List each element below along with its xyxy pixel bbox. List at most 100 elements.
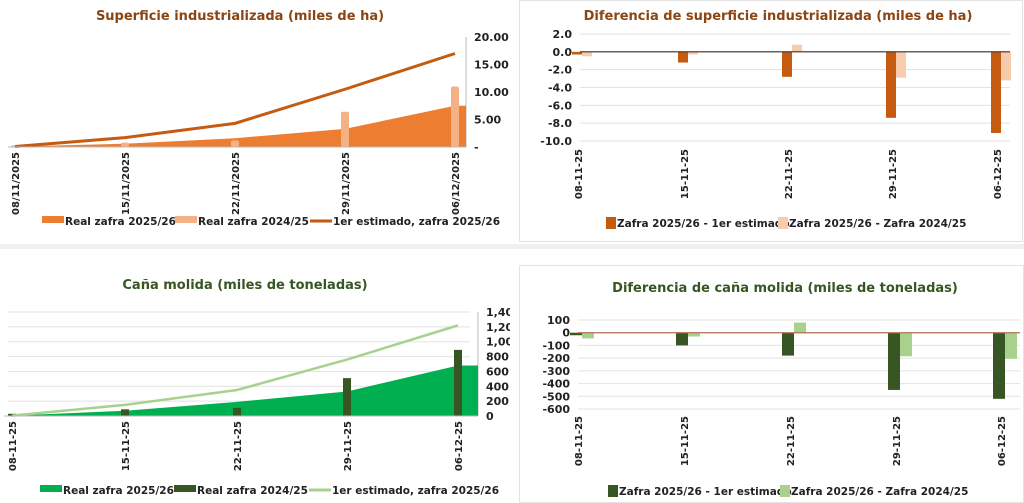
bar-vs-zafra-anterior — [1001, 51, 1011, 81]
y-tick-label: -500 — [542, 390, 570, 403]
x-tick-label: 22/11/2025 — [231, 152, 242, 215]
legend-label: Real zafra 2025/26 — [65, 216, 176, 228]
y-tick-label: 600 — [486, 365, 509, 378]
x-tick-label: 22-11-25 — [233, 421, 244, 471]
y-tick-label: 400 — [486, 380, 509, 393]
bar-vs-zafra-anterior — [896, 51, 906, 78]
bar-vs-estimado — [782, 51, 792, 77]
bar-vs-estimado — [888, 332, 900, 390]
y-tick-label: 15.00 — [474, 59, 509, 72]
chart-cana-molida: Caña molida (miles de toneladas) 0 200 400 6… — [0, 264, 510, 501]
bar-vs-zafra-anterior — [688, 332, 700, 337]
legend-label: Real zafra 2024/25 — [198, 216, 309, 228]
legend-swatch — [608, 485, 618, 497]
y-tick-label: 200 — [486, 395, 509, 408]
x-tick-label: 08-11-25 — [8, 421, 19, 471]
bar-real-2024-25 — [121, 409, 129, 416]
x-tick-label: 15/11/2025 — [121, 152, 132, 215]
y-tick-label: -600 — [542, 403, 570, 416]
x-tick-label: 06-12-25 — [993, 149, 1004, 199]
y-tick-label: 1,400 — [486, 306, 510, 319]
y-tick-label: -6.0 — [548, 99, 572, 112]
chart-title: Superficie industrializada (miles de ha) — [96, 9, 384, 24]
y-tick-label: 10.00 — [474, 86, 509, 99]
legend-swatch — [175, 216, 197, 223]
chart-title: Diferencia de superficie industrializada… — [584, 9, 973, 24]
legend-swatch — [778, 217, 788, 229]
y-tick-label: 100 — [547, 314, 570, 327]
y-tick-label: 2.0 — [553, 28, 573, 41]
x-tick-label: 06-12-25 — [454, 421, 465, 471]
area-real-2025-26 — [15, 105, 466, 147]
x-tick-label: 22-11-25 — [786, 416, 797, 466]
area-real-2025-26 — [12, 365, 478, 416]
chart-title: Diferencia de caña molida (miles de tone… — [612, 281, 958, 296]
x-tick-label: 15-11-25 — [680, 416, 691, 466]
y-tick-label: 0.0 — [553, 46, 573, 59]
y-tick-label: 0 — [562, 327, 570, 340]
y-tick-label: 5.00 — [474, 114, 501, 127]
bar-vs-zafra-anterior — [582, 332, 594, 339]
bar-vs-zafra-anterior — [900, 332, 912, 357]
legend-label: Zafra 2025/26 - 1er estimado — [617, 218, 790, 230]
bar-vs-zafra-anterior — [688, 51, 698, 55]
x-tick-label: 08-11-25 — [574, 149, 585, 199]
legend-label: Real zafra 2025/26 — [63, 485, 174, 497]
chart-diferencia-superficie: Diferencia de superficie industrializada… — [519, 0, 1023, 242]
bar-vs-zafra-anterior — [792, 44, 802, 52]
chart-title: Caña molida (miles de toneladas) — [122, 278, 367, 293]
x-tick-label: 15-11-25 — [121, 421, 132, 471]
legend-label: Zafra 2025/26 - 1er estimado — [619, 486, 792, 498]
line-1er-estimado — [11, 324, 459, 417]
legend-label: 1er estimado, zafra 2025/26 — [332, 485, 499, 497]
y-tick-label: -400 — [542, 378, 570, 391]
bar-vs-estimado — [782, 332, 794, 356]
bar-vs-zafra-anterior — [1005, 332, 1017, 359]
bar-vs-estimado — [676, 332, 688, 346]
x-tick-label: 22-11-25 — [784, 149, 795, 199]
y-tick-label: 20.00 — [474, 31, 509, 44]
legend-label: Real zafra 2024/25 — [197, 485, 308, 497]
x-tick-label: 29-11-25 — [343, 421, 354, 471]
y-tick-label: - — [474, 141, 479, 154]
legend-label: Zafra 2025/26 - Zafra 2024/25 — [791, 486, 968, 498]
bar-vs-estimado — [993, 332, 1005, 399]
bar-vs-estimado — [678, 51, 688, 63]
y-tick-label: 0 — [486, 410, 494, 423]
bar-real-2024-25 — [341, 111, 349, 147]
x-tick-label: 29/11/2025 — [341, 152, 352, 215]
y-tick-label: -300 — [542, 365, 570, 378]
bar-vs-estimado — [886, 51, 896, 118]
y-tick-label: -10.0 — [540, 135, 572, 148]
bar-vs-zafra-anterior — [794, 322, 806, 333]
y-tick-label: 1,200 — [486, 321, 510, 334]
y-tick-label: -200 — [542, 352, 570, 365]
bar-vs-estimado — [572, 51, 582, 55]
line-1er-estimado — [14, 52, 456, 148]
bar-real-2024-25 — [343, 378, 351, 416]
y-tick-label: 1,000 — [486, 336, 510, 349]
legend-swatch — [606, 217, 616, 229]
divider — [0, 244, 1024, 249]
y-tick-label: -4.0 — [548, 82, 572, 95]
y-tick-label: -8.0 — [548, 117, 572, 130]
x-tick-label: 29-11-25 — [888, 149, 899, 199]
legend-swatch — [174, 485, 196, 492]
x-tick-label: 08-11-25 — [574, 416, 585, 466]
x-tick-label: 29-11-25 — [892, 416, 903, 466]
x-tick-label: 15-11-25 — [680, 149, 691, 199]
bar-real-2024-25 — [451, 86, 459, 147]
y-tick-label: 800 — [486, 351, 509, 364]
legend-swatch — [40, 485, 62, 492]
x-tick-label: 08/11/2025 — [11, 152, 22, 215]
x-tick-label: 06/12/2025 — [451, 152, 462, 215]
legend-swatch — [42, 216, 64, 223]
bar-vs-estimado — [570, 332, 582, 336]
legend-swatch — [780, 485, 790, 497]
legend-label: 1er estimado, zafra 2025/26 — [333, 216, 500, 228]
bar-real-2024-25 — [121, 142, 129, 147]
bar-vs-estimado — [991, 51, 1001, 133]
y-tick-label: -2.0 — [548, 64, 572, 77]
chart-diferencia-cana-molida: Diferencia de caña molida (miles de tone… — [519, 265, 1024, 503]
x-tick-label: 06-12-25 — [997, 416, 1008, 466]
